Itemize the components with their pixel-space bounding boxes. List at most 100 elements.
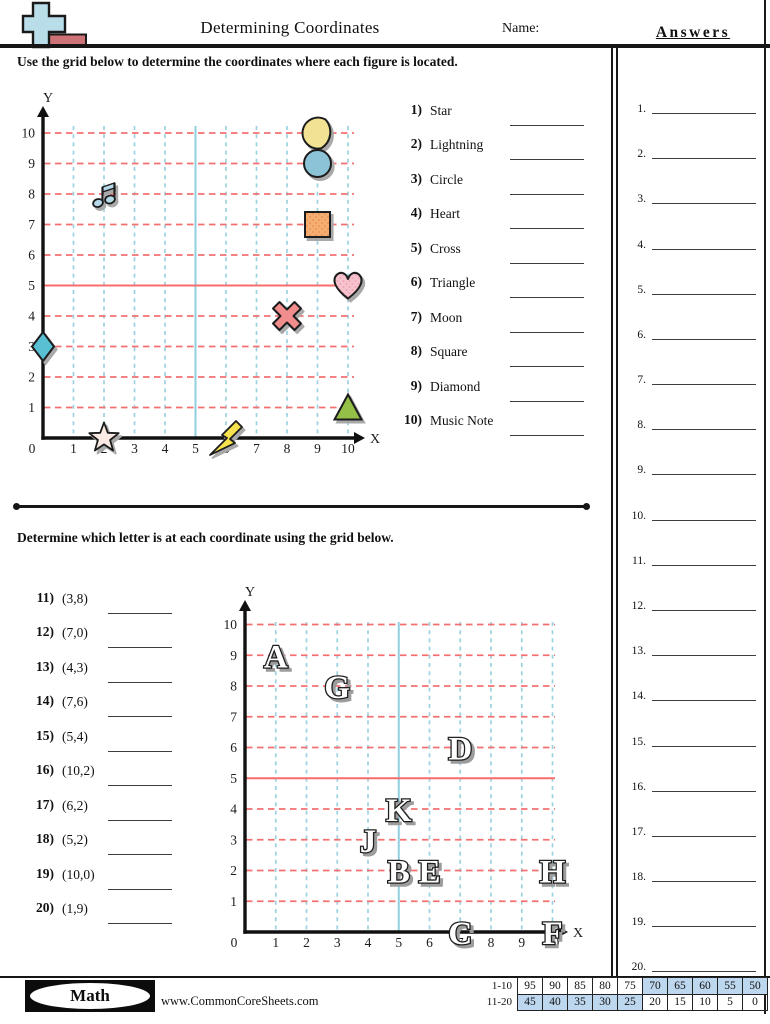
answer-blank[interactable] [652,835,756,837]
letter-J: J [360,824,377,860]
music-note-shape [92,182,116,208]
question-label: Music Note [430,413,494,429]
svg-text:1: 1 [70,441,77,456]
question-answer-blank[interactable] [108,888,172,890]
question-answer-blank[interactable] [108,854,172,856]
page-right-border [764,0,766,1014]
lightning-shape [209,420,243,456]
answer-blank[interactable] [652,113,756,114]
question-answer-blank[interactable] [510,331,584,333]
answer-blank[interactable] [652,609,756,611]
answer-blank[interactable] [652,564,756,566]
question-answer-blank[interactable] [510,297,584,299]
question-answer-blank[interactable] [108,716,172,718]
answer-item: 5. [624,274,760,298]
score-cell: 25 [617,993,643,1011]
svg-text:5: 5 [395,935,402,950]
question-answer-blank[interactable] [510,228,584,230]
question-number: 5) [410,239,422,255]
answer-number: 8. [637,419,646,432]
svg-text:0: 0 [29,441,36,456]
question-answer-blank[interactable] [108,819,172,821]
letter-shadow: B [391,858,413,894]
letter-B: B [388,855,410,891]
answer-item: 20. [624,951,760,975]
question-answer-blank[interactable] [108,613,172,614]
answer-item: 14. [624,680,760,704]
divider-dot-right [583,503,590,510]
svg-text:4: 4 [365,935,372,950]
answer-blank[interactable] [652,971,756,973]
answer-blank[interactable] [652,158,756,160]
question-row: 2) Lightning [392,136,592,170]
question-number: 14) [36,693,54,709]
letter-grid: Y X 0 1 2 3 4 5 6 7 8 9 10 1 2 3 4 5 6 7 8 9 10 A A G G D D K K J J B B E E H… [223,582,615,965]
question-answer-blank[interactable] [510,193,584,195]
answer-number: 19. [631,916,646,929]
question-answer-blank[interactable] [510,125,584,126]
answer-blank[interactable] [652,203,756,205]
answer-blank[interactable] [652,519,756,521]
answer-blank[interactable] [652,881,756,883]
svg-text:9: 9 [28,156,35,171]
answer-item: 16. [624,771,760,795]
question-row: 1) Star [392,102,592,136]
circle-shape [303,149,332,178]
answer-item: 19. [624,906,760,930]
question-number: 11) [36,590,54,605]
question-row: 11) (3,8) [12,590,212,624]
question-label: Circle [430,171,463,187]
answer-blank[interactable] [652,700,756,702]
answer-blank[interactable] [652,338,756,340]
name-label: Name: [502,21,540,36]
question-answer-blank[interactable] [510,159,584,161]
question-row: 9) Diamond [392,378,592,412]
question-label: (10,0) [62,866,95,882]
answer-item: 17. [624,816,760,840]
question-answer-blank[interactable] [510,366,584,368]
footer-rule [0,976,770,979]
website-text: www.CommonCoreSheets.com [161,994,319,1008]
question-label: (5,4) [62,728,88,744]
question-answer-blank[interactable] [510,400,584,402]
answer-blank[interactable] [652,429,756,431]
svg-text:3: 3 [334,935,341,950]
question-answer-blank[interactable] [108,750,172,752]
svg-text:4: 4 [162,441,169,456]
answer-blank[interactable] [652,474,756,476]
question-number: 2) [410,136,422,152]
question-answer-blank[interactable] [108,681,172,683]
cross-shape [271,300,303,332]
answer-item: 3. [624,183,760,207]
answer-blank[interactable] [652,790,756,792]
answer-blank[interactable] [652,293,756,295]
answer-blank[interactable] [652,745,756,747]
question-number: 17) [36,796,54,812]
answer-item: 1. [624,93,760,117]
svg-text:10: 10 [546,935,560,950]
question-answer-blank[interactable] [108,785,172,787]
svg-text:3: 3 [230,832,237,847]
score-cell: 60 [692,977,718,995]
question-answer-blank[interactable] [108,923,172,925]
question-answer-blank[interactable] [510,262,584,264]
answer-blank[interactable] [652,248,756,250]
answer-item: 13. [624,635,760,659]
score-cell: 5 [717,993,743,1011]
answer-blank[interactable] [652,655,756,657]
svg-text:10: 10 [224,617,238,632]
answer-number: 9. [637,464,646,477]
svg-text:2: 2 [28,370,35,385]
score-cell: 0 [742,993,768,1011]
letter-D: D [448,732,472,768]
question-answer-blank[interactable] [108,647,172,649]
svg-text:4: 4 [28,309,35,324]
question-answer-blank[interactable] [510,435,584,437]
letter-shadow: G [327,673,353,709]
svg-text:8: 8 [28,187,35,202]
svg-text:1: 1 [230,894,237,909]
answer-blank[interactable] [652,384,756,386]
answer-blank[interactable] [652,926,756,928]
